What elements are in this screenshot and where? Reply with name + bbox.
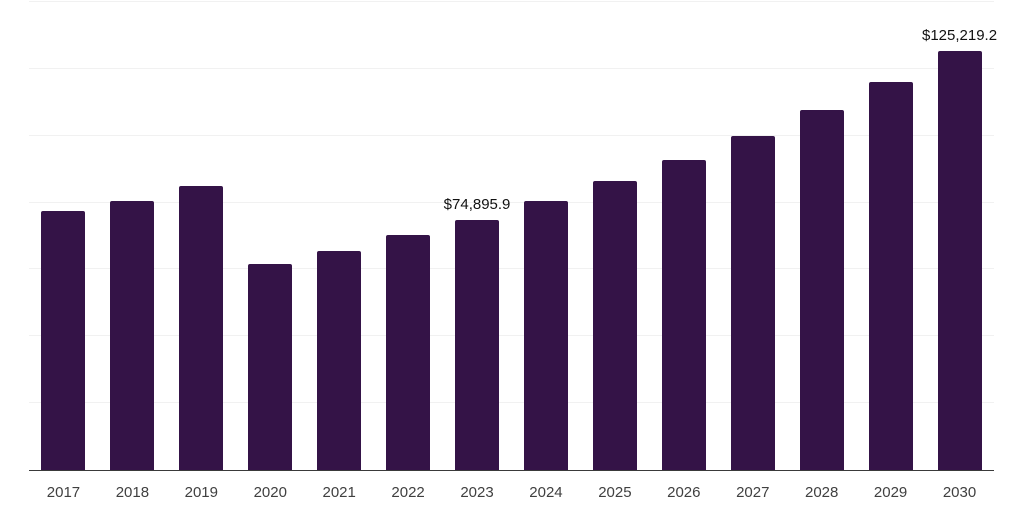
bar-2017 [41,210,86,470]
gridline [29,201,994,203]
x-tick-label: 2030 [942,484,977,501]
x-tick-label: 2026 [667,484,701,501]
gridline [29,1,994,2]
bar-2020 [248,263,293,470]
bar-2026 [661,159,706,470]
bar-2024 [523,200,568,470]
x-tick-label: 2020 [253,484,287,501]
bar-2028 [799,109,844,470]
gridline [29,134,994,136]
x-tick-label: 2027 [736,484,770,501]
x-tick-label: 2029 [873,484,908,501]
x-tick-label: 2019 [184,484,218,501]
x-tick-label: 2018 [115,484,150,501]
x-tick-label: 2022 [391,484,425,501]
bar-2029 [868,81,913,470]
x-axis-line [29,470,994,471]
plot-area: $74,895.9 $125,219.2 [29,1,998,470]
data-label: $74,895.9 [443,195,511,213]
bar-2027 [730,135,775,470]
x-tick-label: 2028 [804,484,839,501]
gridline [29,335,994,337]
x-axis-labels: 2017 2018 2019 2020 2021 2022 2023 2024 2025 2026… [29,485,994,505]
bar-2022 [386,235,431,470]
x-tick-label: 2021 [322,484,356,501]
data-label: $125,219.2 [921,27,998,45]
bar-2030 [937,51,982,470]
gridline [29,67,994,69]
gridline [29,268,994,270]
bar-2023 [455,219,500,470]
bar-2025 [592,180,637,470]
bar-2018 [110,200,155,470]
bar-2019 [179,186,224,470]
gridline [29,402,994,404]
x-tick-label: 2017 [46,484,81,501]
bar-2021 [317,251,362,470]
x-tick-label: 2023 [460,484,494,501]
x-tick-label: 2024 [529,484,563,501]
x-tick-label: 2025 [598,484,632,501]
